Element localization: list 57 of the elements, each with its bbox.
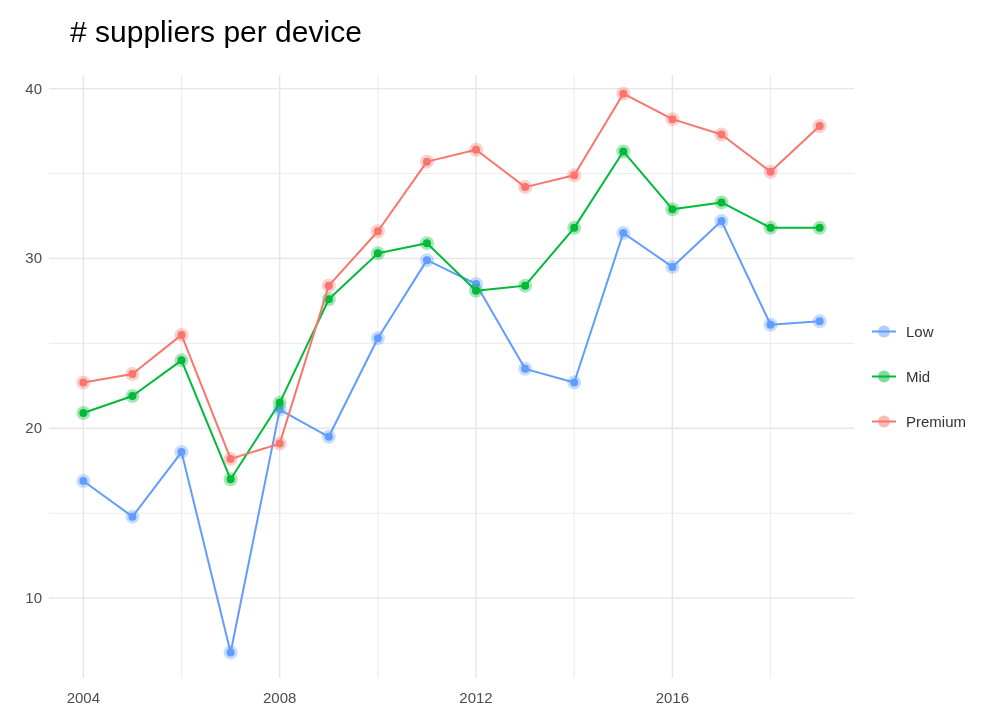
point [125,509,140,524]
point [76,473,91,488]
y-tick-label: 20 [25,419,42,437]
point [272,436,287,451]
point [567,168,582,183]
point [76,406,91,421]
point [714,214,729,229]
point [763,317,778,332]
point [714,127,729,142]
chart-title: # suppliers per device [70,15,362,48]
point [616,225,631,240]
point [223,472,238,487]
y-tick-label: 30 [25,249,42,267]
point [125,366,140,381]
point [125,389,140,404]
y-tick-label: 40 [25,79,42,97]
x-tick-label: 2016 [655,689,690,706]
point [223,451,238,466]
point [567,220,582,235]
point [763,220,778,235]
x-tick-label: 2012 [459,689,493,706]
point [518,278,533,293]
point [370,246,385,261]
point [518,361,533,376]
point [665,112,680,127]
point [665,202,680,217]
point [469,142,484,157]
point [665,259,680,274]
point [321,278,336,293]
legend-label: Low [906,322,934,340]
point [812,220,827,235]
point [812,118,827,133]
point [76,375,91,390]
point [174,353,189,368]
point [714,195,729,210]
point [567,375,582,390]
legend-label: Premium [906,412,967,430]
point [616,144,631,159]
point [321,429,336,444]
x-tick-label: 2008 [263,689,297,706]
point [223,645,238,660]
point [174,327,189,342]
y-tick-label: 10 [25,589,42,607]
point [174,445,189,460]
point [370,331,385,346]
x-tick-label: 2004 [66,689,101,706]
point [272,395,287,410]
point [419,236,434,251]
point [370,224,385,239]
point [812,314,827,329]
point [763,164,778,179]
legend-label: Mid [906,367,931,385]
point [469,283,484,298]
point [419,154,434,169]
point [518,180,533,195]
point [419,253,434,268]
point [616,86,631,101]
